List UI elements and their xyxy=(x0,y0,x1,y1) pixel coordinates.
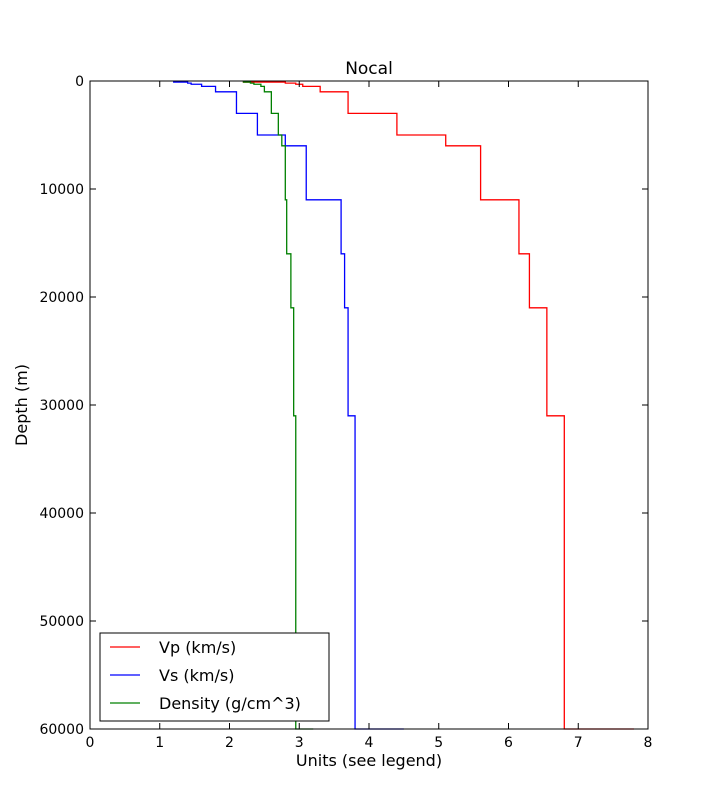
legend-box xyxy=(99,632,330,722)
y-tick-label-0: 0 xyxy=(75,74,84,90)
y-tick-label-4: 40000 xyxy=(39,506,84,522)
x-axis: 0 1 2 3 4 5 6 7 8 xyxy=(86,81,653,751)
y-axis-title: Depth (m) xyxy=(12,364,31,446)
y-tick-label-6: 60000 xyxy=(39,722,84,738)
legend-label-0: Vp (km/s) xyxy=(159,638,236,657)
x-tick-label-5: 5 xyxy=(434,735,443,751)
series-line-2 xyxy=(242,81,314,730)
y-tick-label-3: 30000 xyxy=(39,398,84,414)
legend: Vp (km/s) Vs (km/s) Density (g/cm^3) xyxy=(99,632,330,722)
x-tick-label-1: 1 xyxy=(155,735,164,751)
legend-label-2: Density (g/cm^3) xyxy=(159,694,301,713)
y-tick-label-1: 10000 xyxy=(39,182,84,198)
y-tick-label-2: 20000 xyxy=(39,290,84,306)
x-tick-label-0: 0 xyxy=(86,735,95,751)
series-line-0 xyxy=(242,81,635,730)
legend-label-1: Vs (km/s) xyxy=(159,666,234,685)
x-tick-label-4: 4 xyxy=(365,735,374,751)
series-line-1 xyxy=(173,81,404,730)
x-tick-label-6: 6 xyxy=(504,735,513,751)
x-tick-label-3: 3 xyxy=(295,735,304,751)
x-tick-label-2: 2 xyxy=(225,735,234,751)
x-tick-label-8: 8 xyxy=(644,735,653,751)
y-tick-label-5: 50000 xyxy=(39,614,84,630)
series-layer xyxy=(173,81,635,730)
x-axis-title: Units (see legend) xyxy=(296,751,442,770)
x-tick-label-7: 7 xyxy=(574,735,583,751)
y-axis: 0 10000 20000 30000 40000 50000 60000 xyxy=(39,74,648,738)
chart-title: Nocal xyxy=(345,59,393,79)
